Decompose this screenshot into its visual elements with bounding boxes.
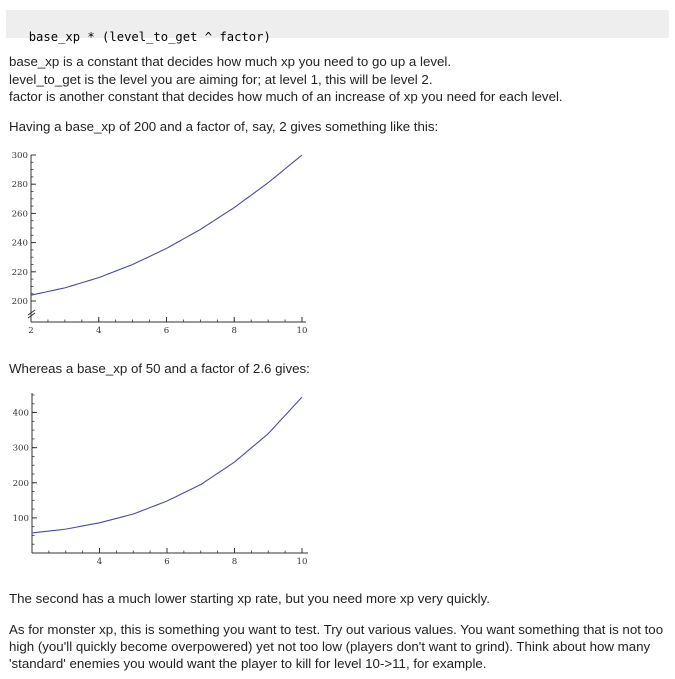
y-tick-label: 400	[13, 409, 29, 419]
axis-break-mark	[27, 312, 36, 319]
y-tick-label: 100	[13, 514, 29, 524]
monster-xp-paragraph: As for monster xp, this is something you…	[9, 622, 664, 671]
y-tick-label: 200	[13, 479, 29, 489]
chart-base200-factor2: 2 4 6 8 10 200 220 240 260 280 300	[12, 151, 308, 336]
y-tick-label: 240	[12, 239, 28, 249]
y-tick-label: 220	[12, 268, 28, 278]
x-tick-label: 4	[97, 557, 103, 567]
series-line	[31, 396, 303, 534]
definitions-paragraph: base_xp is a constant that decides how m…	[9, 53, 563, 106]
axis-break-mark	[27, 309, 36, 316]
y-tick-label: 260	[12, 209, 28, 219]
closing-line-text: The second has a much lower starting xp …	[9, 591, 490, 606]
x-tick-label: 8	[232, 557, 237, 567]
x-tick-label: 6	[164, 557, 169, 567]
x-tick-label: 6	[164, 326, 169, 336]
y-tick-label: 200	[12, 297, 28, 307]
x-tick-label: 2	[28, 326, 33, 336]
y-tick-label: 280	[12, 180, 28, 190]
formula-code-block: base_xp * (level_to_get ^ factor)	[6, 10, 669, 44]
x-tick-label: 10	[297, 557, 308, 567]
x-tick-label: 10	[297, 326, 308, 336]
chart1-intro-text: Having a base_xp of 200 and a factor of,…	[9, 119, 439, 134]
x-tick-label: 8	[232, 326, 237, 336]
formula-code: base_xp * (level_to_get ^ factor)	[28, 30, 271, 44]
chart-base50-factor2-6: 4 6 8 10 100 200 300 400	[13, 393, 308, 567]
x-tick-label: 4	[96, 326, 102, 336]
chart2-intro-text: Whereas a base_xp of 50 and a factor of …	[9, 361, 310, 376]
y-tick-label: 300	[12, 151, 28, 161]
series-line	[30, 154, 303, 296]
definition-factor: factor is another constant that decides …	[9, 89, 563, 104]
y-tick-label: 300	[13, 444, 29, 454]
definition-level-to-get: level_to_get is the level you are aiming…	[9, 71, 433, 87]
definition-base-xp: base_xp is a constant that decides how m…	[9, 54, 452, 69]
